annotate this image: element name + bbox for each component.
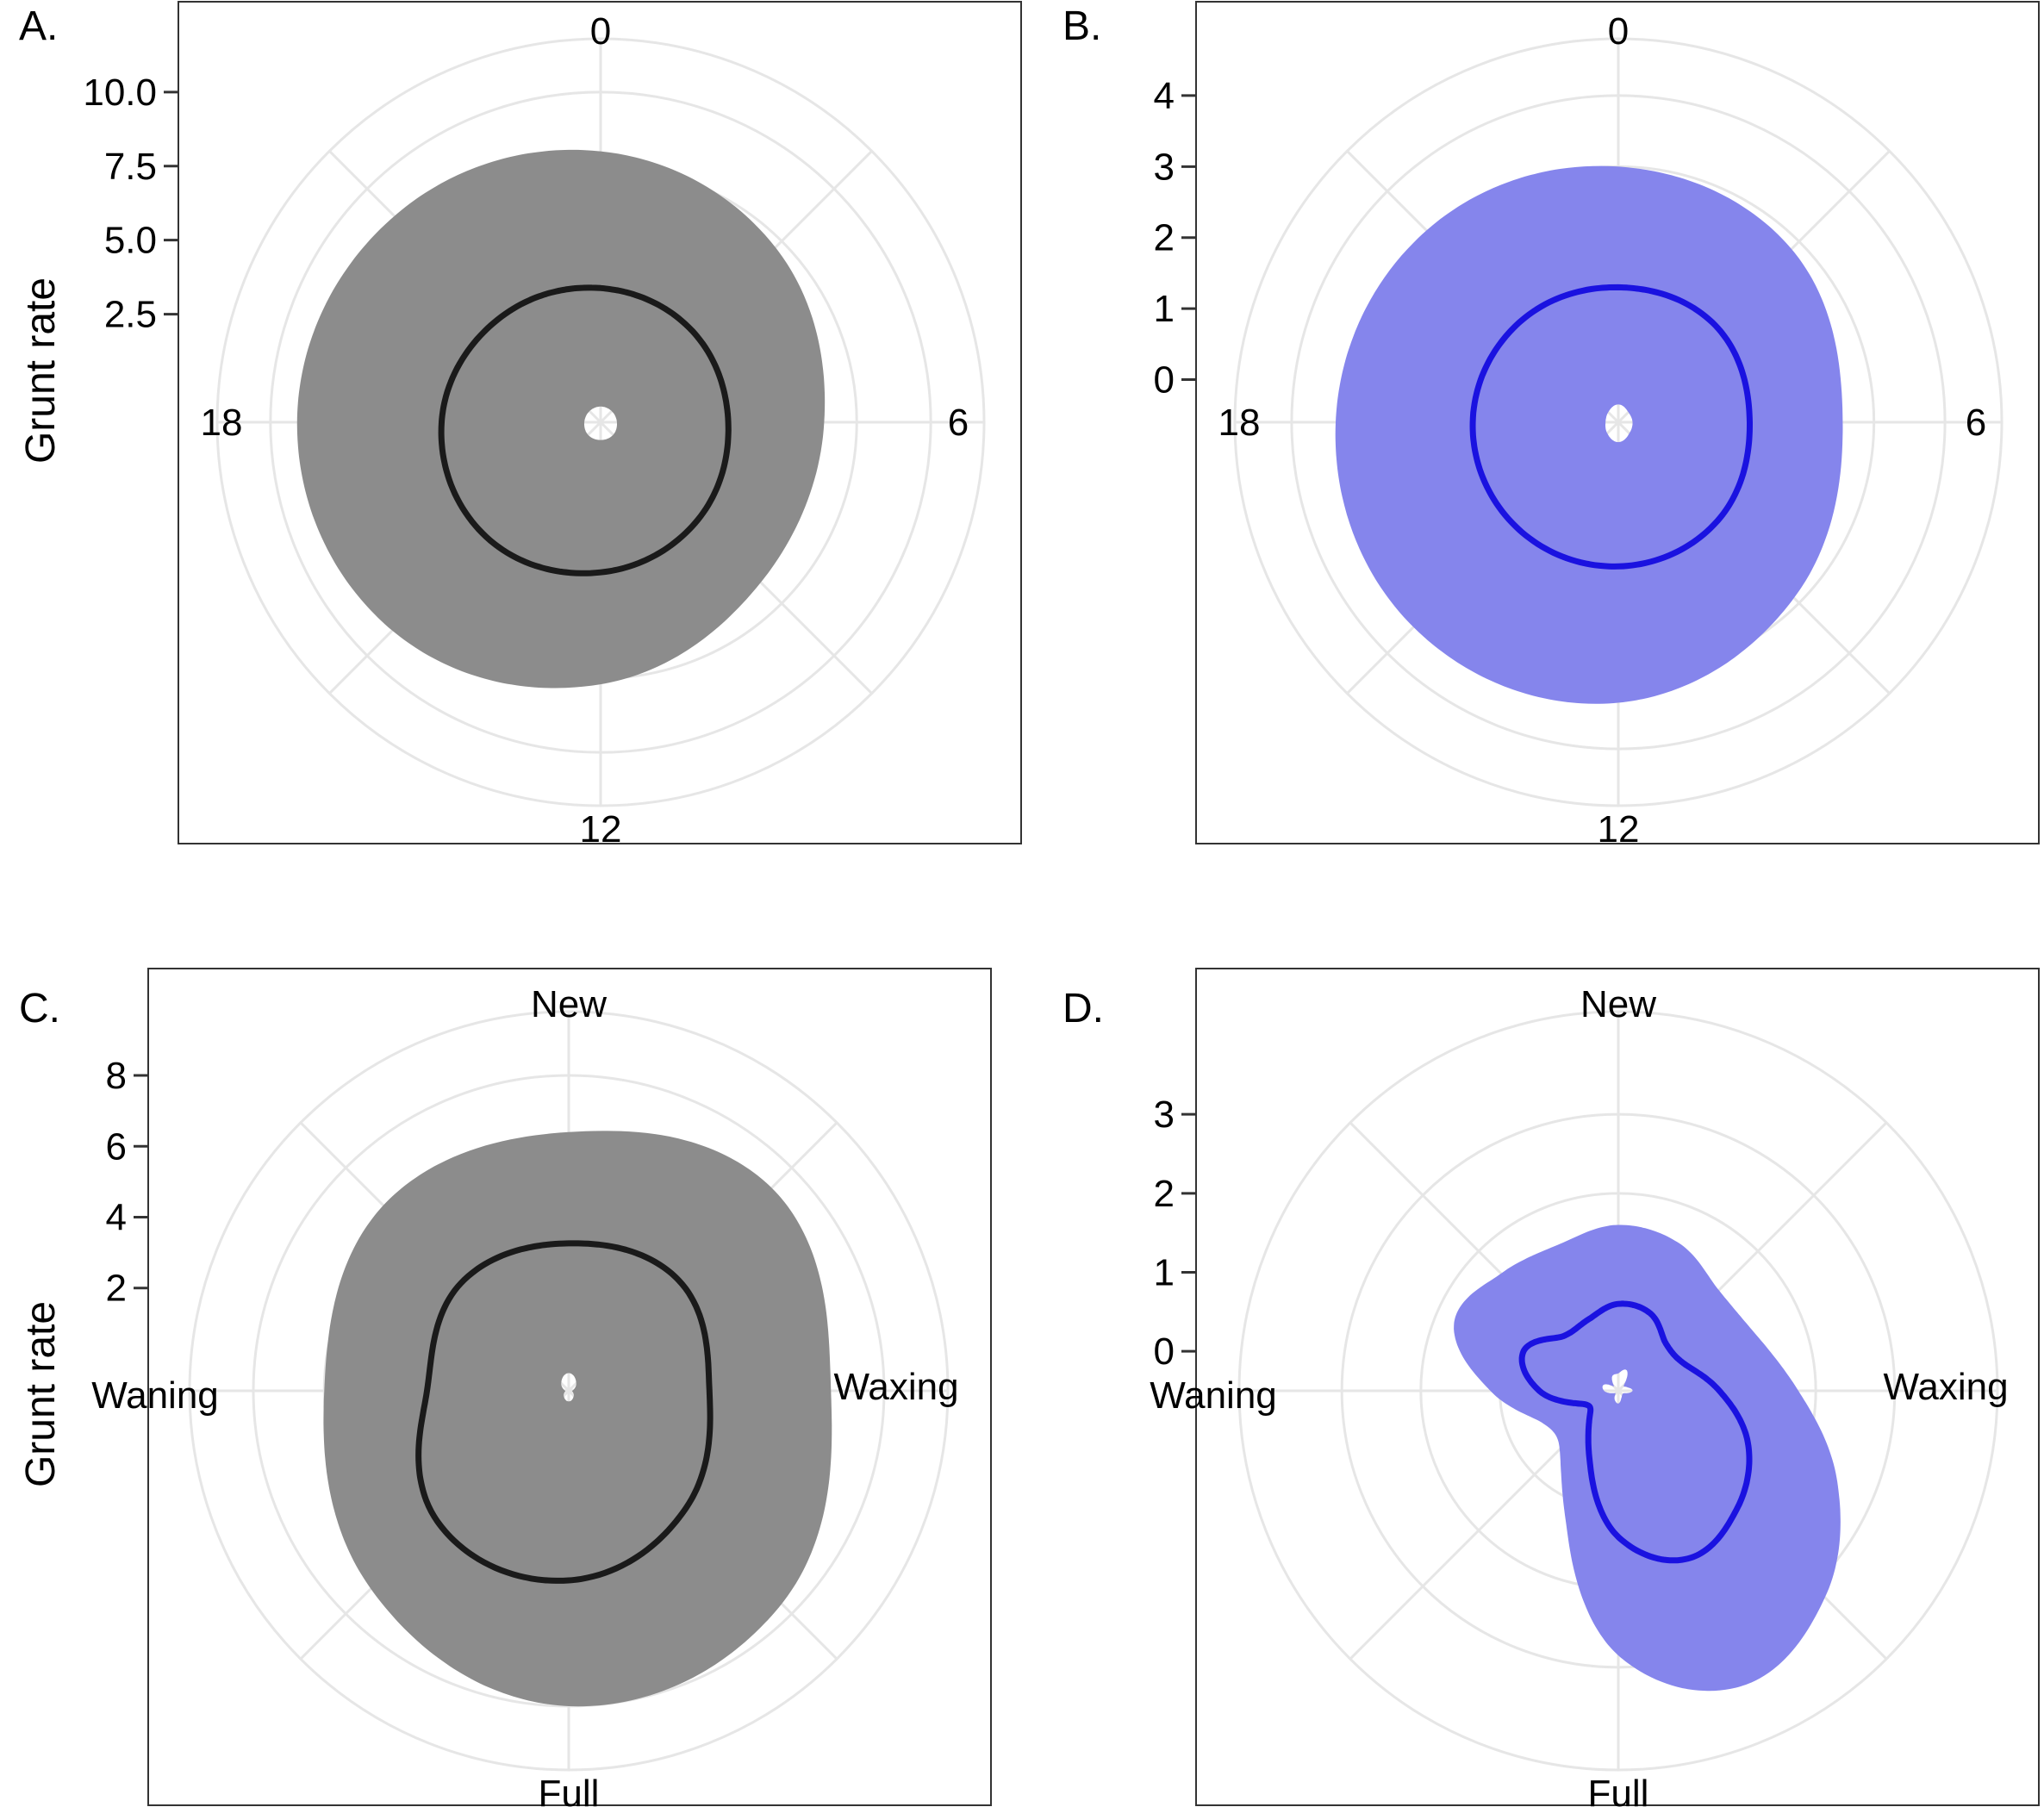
panel-a: A. Grunt rate 2.5 5.0 7.5 10.0 0 6 12 18	[18, 2, 1021, 851]
r-tick-label: 2	[1154, 1173, 1175, 1215]
ci-ribbon	[1454, 1225, 1841, 1692]
ylabel-a: Grunt rate	[18, 277, 64, 464]
r-tick-label: 1	[1154, 1252, 1175, 1294]
ci-ribbon	[323, 1131, 832, 1706]
theta-tick-label: 18	[1218, 402, 1261, 444]
theta-tick-label: Waning	[1150, 1374, 1277, 1417]
ylabel-c: Grunt rate	[18, 1301, 64, 1487]
r-tick-label: 10.0	[83, 72, 157, 114]
theta-tick-label: 12	[1598, 808, 1640, 851]
r-tick-label: 1	[1154, 288, 1175, 330]
theta-tick-label: Full	[1588, 1773, 1649, 1807]
r-tick-label: 0	[1154, 359, 1175, 402]
r-tick-label: 2.5	[104, 294, 157, 336]
r-tick-label: 3	[1154, 1094, 1175, 1136]
r-tick-label: 7.5	[104, 146, 157, 188]
r-tick-label: 2	[1154, 217, 1175, 259]
panel-label-b: B.	[1063, 3, 1101, 49]
r-tick-label: 4	[106, 1197, 127, 1239]
theta-tick-label: 12	[580, 808, 622, 851]
theta-tick-label: 0	[1608, 10, 1629, 53]
r-tick-label: 0	[1154, 1330, 1175, 1373]
panel-d: D. 0 1 2 3 New Waxing Full Waning	[1063, 969, 2039, 1807]
panel-c: C. Grunt rate 2 4 6 8 New Waxing Full Waning	[18, 969, 991, 1807]
theta-tick-label: 6	[1966, 402, 1986, 444]
polar-plot-1	[1235, 39, 2002, 806]
polar-plot-0	[217, 39, 984, 806]
r-tick-label: 4	[1154, 75, 1175, 117]
theta-tick-label: 6	[948, 402, 969, 444]
theta-tick-label: New	[1580, 983, 1656, 1025]
panel-label-c: C.	[19, 986, 60, 1031]
theta-tick-label: Full	[539, 1773, 600, 1807]
panel-label-a: A.	[19, 3, 58, 49]
theta-tick-label: Waxing	[1883, 1366, 2008, 1408]
theta-tick-label: New	[531, 983, 607, 1025]
ci-ribbon	[1336, 166, 1843, 704]
r-tick-label: 6	[106, 1125, 127, 1168]
theta-tick-label: Waxing	[833, 1366, 958, 1408]
ci-ribbon	[297, 150, 825, 689]
r-tick-label: 2	[106, 1268, 127, 1310]
r-tick-label: 5.0	[104, 220, 157, 262]
r-tick-label: 8	[106, 1055, 127, 1097]
r-tick-label: 3	[1154, 146, 1175, 188]
theta-tick-label: Waning	[91, 1374, 219, 1417]
theta-tick-label: 18	[201, 402, 243, 444]
panel-label-d: D.	[1063, 986, 1104, 1031]
theta-tick-label: 0	[590, 10, 611, 53]
